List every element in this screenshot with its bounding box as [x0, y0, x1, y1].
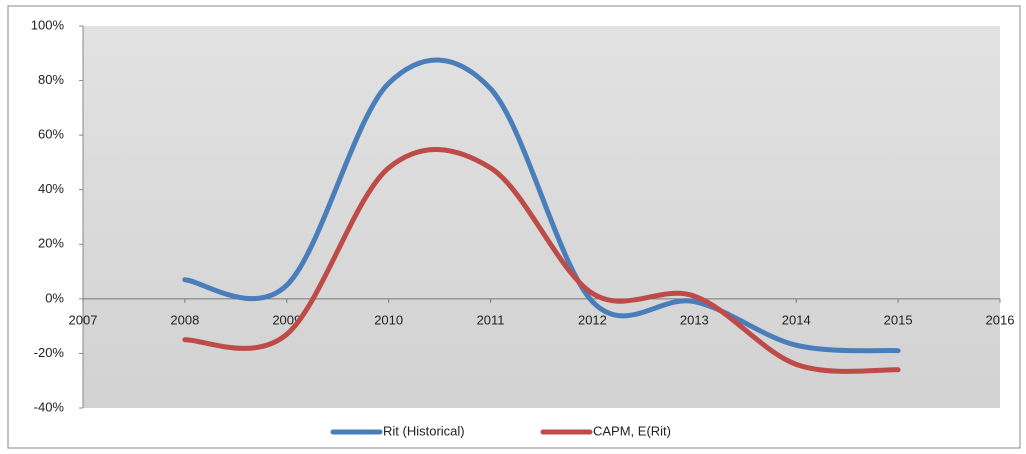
x-tick-label: 2015: [884, 312, 913, 327]
x-tick-label: 2016: [986, 312, 1015, 327]
x-tick-label: 2013: [680, 312, 709, 327]
x-tick-label: 2014: [782, 312, 811, 327]
x-tick-label: 2010: [374, 312, 403, 327]
legend-label: CAPM, E(Rit): [593, 423, 671, 438]
y-tick-label: 100%: [31, 17, 65, 32]
x-tick-label: 2012: [578, 312, 607, 327]
y-tick-label: 0%: [45, 290, 64, 305]
y-tick-label: 20%: [38, 236, 64, 251]
plot-area: [83, 26, 1000, 408]
y-tick-label: 60%: [38, 127, 64, 142]
legend-label: Rit (Historical): [383, 423, 465, 438]
y-tick-label: 80%: [38, 72, 64, 87]
line-series: [182, 57, 901, 354]
y-tick-label: -20%: [34, 345, 65, 360]
x-tick-label: 2011: [477, 312, 505, 327]
x-tick-label: 2007: [69, 312, 98, 327]
y-tick-label: -40%: [34, 399, 65, 414]
x-tick-label: 2008: [170, 312, 199, 327]
line-series: [182, 147, 901, 374]
y-tick-label: 40%: [38, 181, 64, 196]
